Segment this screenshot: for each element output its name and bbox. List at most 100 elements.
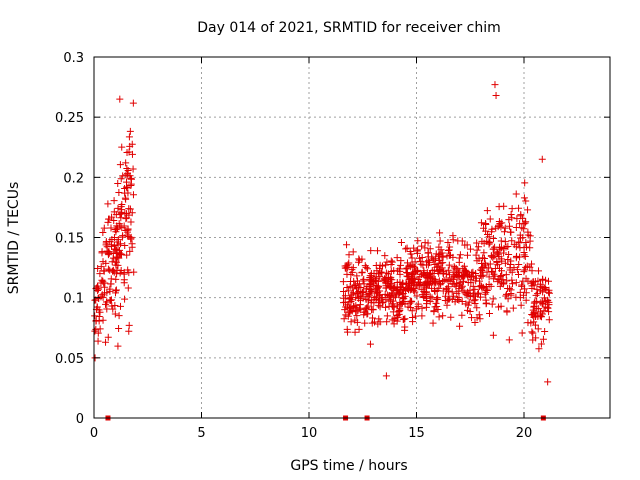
data-point [95, 312, 103, 320]
data-point [524, 277, 532, 285]
data-point [483, 237, 491, 245]
data-point [358, 269, 366, 277]
data-point [466, 245, 474, 253]
x-tick-label: 20 [516, 426, 533, 441]
data-point [520, 248, 528, 256]
data-point [512, 190, 520, 198]
data-point [342, 264, 350, 272]
data-point [383, 258, 391, 266]
data-point [99, 228, 107, 236]
data-point [127, 218, 135, 226]
data-point [361, 319, 369, 327]
data-point [118, 210, 126, 218]
data-point [390, 285, 398, 293]
x-tick-label: 0 [90, 426, 98, 441]
data-point [122, 171, 130, 179]
data-point [352, 285, 360, 293]
data-point [377, 295, 385, 303]
data-point [482, 288, 490, 296]
data-point [115, 312, 123, 320]
data-point [96, 325, 104, 333]
data-point [539, 299, 547, 307]
data-point [110, 208, 118, 216]
data-point [503, 307, 511, 315]
data-points [91, 81, 553, 386]
data-point [533, 305, 541, 313]
y-tick-label: 0.1 [63, 292, 84, 307]
data-point [521, 253, 529, 261]
data-point [512, 279, 520, 287]
data-point [343, 263, 351, 271]
data-point [433, 294, 441, 302]
data-point [96, 270, 104, 278]
data-point [429, 319, 437, 327]
data-point [403, 280, 411, 288]
data-point [537, 340, 545, 348]
data-point [99, 316, 107, 324]
data-point [399, 315, 407, 323]
data-point [367, 280, 375, 288]
data-point [544, 378, 552, 386]
data-point [520, 194, 528, 202]
data-point [353, 272, 361, 280]
data-point [439, 253, 447, 261]
data-point [435, 313, 443, 321]
data-point [422, 278, 430, 286]
data-point [421, 244, 429, 252]
data-point [372, 262, 380, 270]
data-point [431, 275, 439, 283]
data-point [106, 237, 114, 245]
data-point [424, 261, 432, 269]
data-point [106, 266, 114, 274]
data-point [513, 266, 521, 274]
x-tick-label: 15 [408, 426, 425, 441]
data-point [528, 260, 536, 268]
data-point [343, 241, 351, 249]
data-point [91, 312, 99, 320]
data-point [363, 304, 371, 312]
data-point [108, 302, 116, 310]
data-point [422, 303, 430, 311]
data-point [350, 303, 358, 311]
data-point [408, 282, 416, 290]
data-point [540, 284, 548, 292]
data-point [103, 305, 111, 313]
data-point [112, 286, 120, 294]
data-point [516, 220, 524, 228]
data-point [339, 278, 347, 286]
data-point [114, 342, 122, 350]
data-point [443, 284, 451, 292]
data-point [462, 300, 470, 308]
data-point [383, 312, 391, 320]
data-point [104, 265, 112, 273]
data-point [105, 215, 113, 223]
data-point [397, 238, 405, 246]
data-point [455, 258, 463, 266]
data-point [349, 264, 357, 272]
data-point [123, 231, 131, 239]
data-point [475, 255, 483, 263]
data-point [110, 268, 118, 276]
data-point [530, 299, 538, 307]
data-point [475, 243, 483, 251]
data-point [114, 241, 122, 249]
data-point [520, 225, 528, 233]
data-point [515, 270, 523, 278]
data-point [467, 272, 475, 280]
data-point [471, 299, 479, 307]
data-point [485, 309, 493, 317]
data-point [414, 237, 422, 245]
data-point [112, 287, 120, 295]
data-point [469, 291, 477, 299]
data-point [488, 225, 496, 233]
data-point [491, 265, 499, 273]
data-point [507, 257, 515, 265]
data-point [129, 99, 137, 107]
data-point [444, 246, 452, 254]
data-point [104, 333, 112, 341]
data-point [387, 279, 395, 287]
data-point [125, 133, 133, 141]
data-point [435, 259, 443, 267]
data-point [116, 161, 124, 169]
data-point [426, 269, 434, 277]
